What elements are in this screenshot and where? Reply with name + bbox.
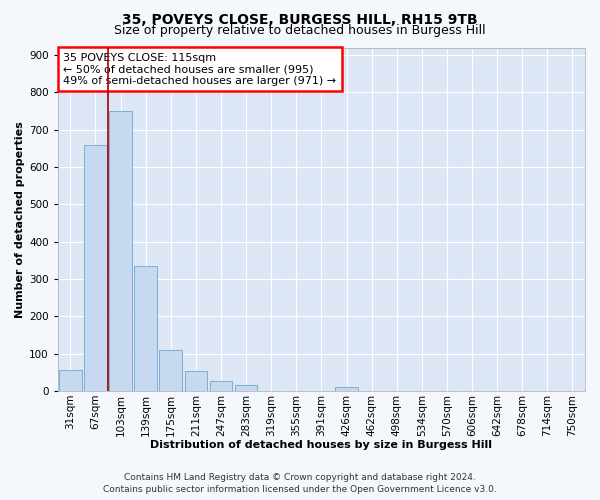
Bar: [84, 144, 107, 391]
Bar: [109, 111, 132, 391]
Bar: [185, 371, 207, 391]
Text: Size of property relative to detached houses in Burgess Hill: Size of property relative to detached ho…: [114, 24, 486, 37]
Y-axis label: Number of detached properties: Number of detached properties: [15, 121, 25, 318]
Bar: [209, 381, 232, 391]
Bar: [134, 266, 157, 391]
Bar: [235, 386, 257, 391]
X-axis label: Distribution of detached houses by size in Burgess Hill: Distribution of detached houses by size …: [151, 440, 493, 450]
Bar: [160, 350, 182, 391]
Text: Contains HM Land Registry data © Crown copyright and database right 2024.
Contai: Contains HM Land Registry data © Crown c…: [103, 473, 497, 494]
Bar: [335, 387, 358, 391]
Text: 35, POVEYS CLOSE, BURGESS HILL, RH15 9TB: 35, POVEYS CLOSE, BURGESS HILL, RH15 9TB: [122, 12, 478, 26]
Bar: [59, 370, 82, 391]
Text: 35 POVEYS CLOSE: 115sqm
← 50% of detached houses are smaller (995)
49% of semi-d: 35 POVEYS CLOSE: 115sqm ← 50% of detache…: [63, 52, 336, 86]
